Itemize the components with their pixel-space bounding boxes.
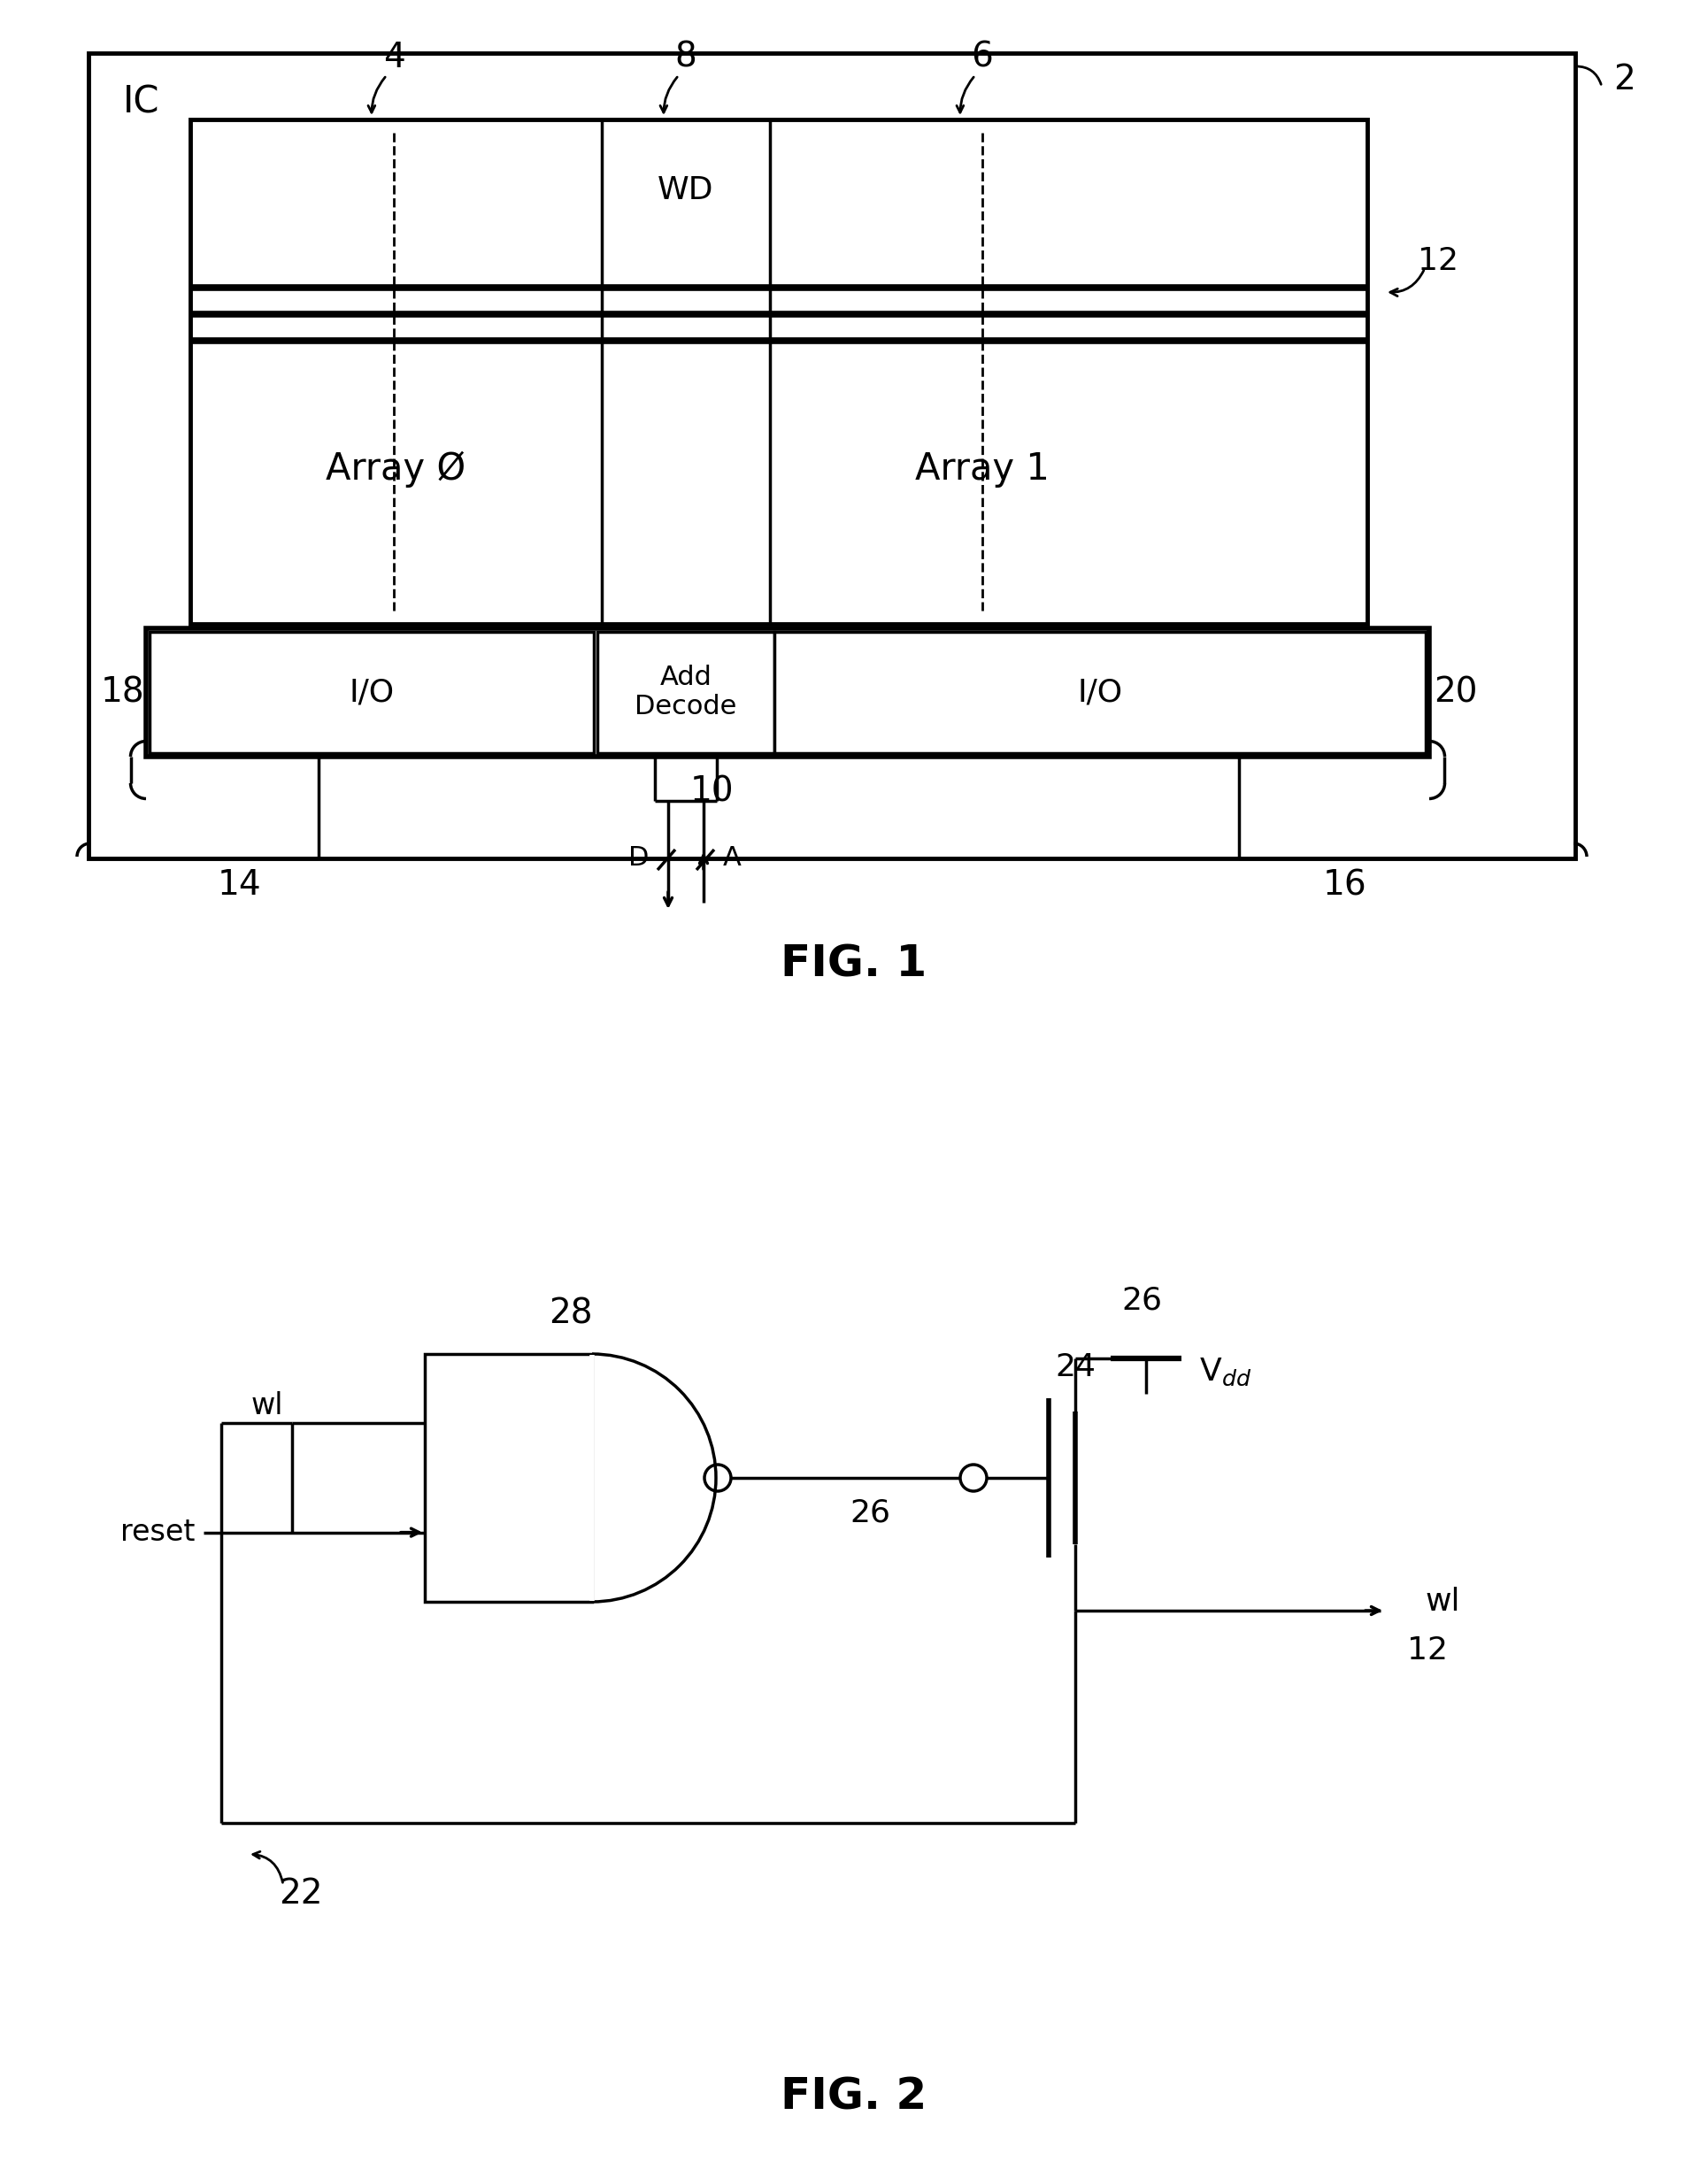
Text: 24: 24 xyxy=(1056,1352,1095,1382)
FancyArrowPatch shape xyxy=(1390,270,1424,296)
Text: IC: IC xyxy=(123,83,161,120)
Text: Add
Decode: Add Decode xyxy=(635,664,736,721)
Text: 6: 6 xyxy=(972,41,994,74)
Text: 26: 26 xyxy=(849,1498,890,1528)
Bar xyxy=(774,631,1426,753)
Text: 12: 12 xyxy=(1407,1635,1448,1665)
Text: FIG. 2: FIG. 2 xyxy=(781,2077,927,2118)
Bar xyxy=(150,631,594,753)
Text: 2: 2 xyxy=(1612,63,1635,96)
Bar xyxy=(598,631,774,753)
Text: FIG. 1: FIG. 1 xyxy=(781,943,927,986)
Text: 16: 16 xyxy=(1324,869,1366,901)
Text: A: A xyxy=(722,845,741,871)
Text: 14: 14 xyxy=(217,869,261,901)
Text: V$_{dd}$: V$_{dd}$ xyxy=(1199,1356,1252,1387)
Text: 4: 4 xyxy=(383,41,405,74)
FancyArrowPatch shape xyxy=(661,76,676,113)
Text: wl: wl xyxy=(1424,1587,1460,1618)
Text: Array Ø: Array Ø xyxy=(326,451,466,488)
Bar xyxy=(89,52,1575,858)
Text: reset: reset xyxy=(120,1517,195,1548)
Text: 26: 26 xyxy=(1120,1287,1161,1315)
Text: 8: 8 xyxy=(675,41,697,74)
Text: 28: 28 xyxy=(548,1297,593,1330)
Text: 22: 22 xyxy=(278,1877,323,1911)
Text: 20: 20 xyxy=(1435,675,1477,710)
Text: I/O: I/O xyxy=(1078,677,1122,708)
Text: Array 1: Array 1 xyxy=(915,451,1049,488)
Text: D: D xyxy=(629,845,649,871)
FancyArrowPatch shape xyxy=(253,1853,284,1883)
Text: 18: 18 xyxy=(101,675,143,710)
Text: WD: WD xyxy=(658,174,714,205)
Text: 12: 12 xyxy=(1418,246,1459,276)
FancyArrowPatch shape xyxy=(369,76,384,113)
Bar xyxy=(190,120,1368,625)
Text: 10: 10 xyxy=(690,775,734,810)
Bar xyxy=(145,629,1430,758)
Text: wl: wl xyxy=(251,1391,284,1419)
FancyArrowPatch shape xyxy=(956,76,974,113)
Bar xyxy=(425,1354,593,1602)
Text: I/O: I/O xyxy=(348,677,395,708)
FancyArrowPatch shape xyxy=(1576,65,1600,85)
